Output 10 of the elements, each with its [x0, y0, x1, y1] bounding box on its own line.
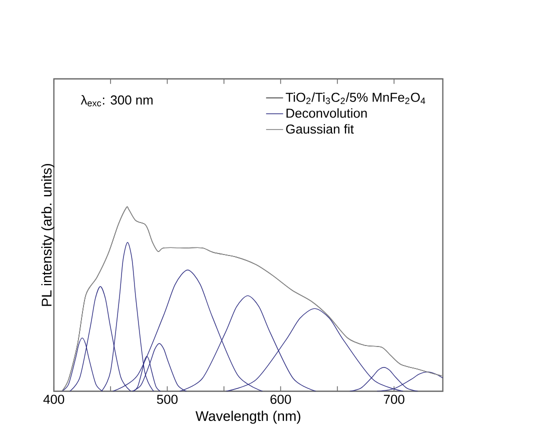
- text: λ$_{exc}$: 300 nm: [80, 95, 153, 106]
- x-tick-label: 600: [270, 394, 291, 404]
- x-tick-label: 500: [156, 394, 178, 404]
- x-tick-label: 400: [43, 394, 64, 404]
- x-axis-title: Wavelength (nm): [196, 410, 300, 424]
- legend-label: Gaussian fit: [286, 124, 354, 134]
- y-axis-title: PL intensity (arb. units): [41, 164, 54, 306]
- text: TiO$_{2}$/Ti$_{3}$C$_{2}$/5% MnFe$_{2}$O$_{4}$: [286, 92, 426, 104]
- legend-label: Deconvolution: [286, 108, 367, 118]
- x-tick-label: 700: [384, 394, 404, 404]
